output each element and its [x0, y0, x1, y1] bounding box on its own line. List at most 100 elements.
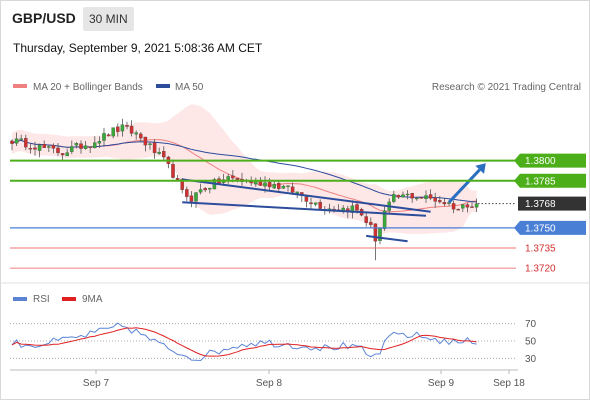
candle — [83, 141, 88, 150]
candle — [465, 203, 470, 213]
candle — [226, 174, 230, 184]
rsi-plot: 70 50 30 — [10, 319, 537, 365]
candle — [148, 141, 152, 150]
candle — [47, 145, 51, 152]
time-tick: Sep 9 — [428, 370, 455, 389]
candle — [433, 192, 437, 208]
candle — [203, 187, 207, 193]
candle — [396, 194, 401, 199]
candle — [102, 127, 106, 147]
candle — [28, 143, 33, 154]
ma9-legend-swatch — [62, 297, 76, 301]
ma20-legend-label: MA 20 + Bollinger Bands — [33, 82, 143, 93]
candle — [134, 130, 138, 140]
level-weak_support: 1.3720 — [10, 264, 556, 275]
candle — [392, 190, 396, 204]
candle — [65, 148, 69, 157]
rsi-gridline: 50 — [10, 337, 537, 348]
candle — [42, 140, 46, 148]
candle — [415, 196, 419, 201]
level-resistance: 1.3800 — [10, 153, 586, 168]
candle — [456, 208, 460, 211]
candle — [125, 121, 129, 130]
candle — [70, 140, 74, 155]
ma9-legend-label: 9MA — [82, 294, 103, 305]
candle — [364, 212, 368, 227]
time-tick-label: Sep 9 — [428, 378, 455, 389]
candle — [97, 136, 102, 148]
trendline — [182, 178, 431, 213]
forecast-arrow — [447, 163, 486, 204]
candle — [88, 146, 92, 153]
candle — [129, 120, 134, 137]
candle — [304, 195, 309, 208]
candle — [405, 190, 410, 200]
time-tick-label: Sep 8 — [256, 378, 283, 389]
candle — [461, 204, 465, 213]
time-tick-label: Sep 7 — [83, 378, 110, 389]
candle — [442, 198, 447, 207]
candle — [318, 199, 322, 210]
level-current: 1.3768 — [478, 196, 586, 211]
rsi-legend-swatch — [13, 297, 27, 301]
candle — [166, 155, 171, 169]
candle — [438, 196, 442, 204]
price-levels: 1.3800 1.3785 1.3768 1.3750 1.3735 1.3720 — [10, 153, 586, 275]
candle — [208, 187, 212, 194]
candle — [309, 197, 313, 209]
level-label: 1.3768 — [525, 199, 556, 210]
candle — [290, 182, 295, 195]
candle — [382, 204, 387, 231]
rsi-line — [11, 322, 477, 362]
candle — [281, 184, 286, 189]
candle — [171, 159, 175, 179]
level-label: 1.3720 — [525, 264, 556, 275]
candle — [33, 141, 37, 156]
candle — [424, 190, 428, 203]
timestamp: Thursday, September 9, 2021 5:08:36 AM C… — [13, 41, 263, 55]
candle — [277, 180, 281, 193]
rsi-ma9-line — [11, 327, 477, 357]
level-resistance: 1.3785 — [10, 173, 586, 188]
chart-header: GBP/USD 30 MIN — [0, 0, 590, 36]
time-tick: Sep 18 — [493, 370, 525, 389]
candle — [143, 136, 148, 152]
candle — [185, 186, 189, 202]
candle — [428, 189, 433, 201]
ma20-legend-swatch — [13, 84, 27, 88]
candle — [373, 223, 378, 261]
candle — [401, 191, 405, 198]
rsi-tick-label: 30 — [525, 354, 537, 365]
rsi-legend-label: RSI — [33, 294, 50, 305]
trendline — [366, 234, 408, 243]
level-label: 1.3750 — [525, 223, 556, 234]
candle — [111, 127, 115, 139]
time-tick-label: Sep 18 — [493, 378, 525, 389]
level-support: 1.3750 — [10, 220, 586, 235]
candle — [74, 142, 79, 149]
candle — [37, 143, 42, 158]
candle — [419, 196, 424, 199]
candle — [152, 139, 157, 159]
candle — [10, 139, 14, 151]
candle — [56, 143, 60, 156]
rsi-gridline: 30 — [10, 354, 537, 365]
ma50-legend-label: MA 50 — [175, 82, 204, 93]
candle — [24, 134, 28, 151]
time-tick: Sep 8 — [256, 370, 283, 389]
candle — [162, 146, 166, 161]
candle — [313, 202, 318, 207]
time-tick: Sep 7 — [83, 370, 110, 389]
candle — [157, 147, 161, 155]
candle — [410, 192, 414, 203]
level-label: 1.3785 — [525, 176, 556, 187]
candle — [470, 202, 474, 208]
candle — [194, 192, 198, 208]
candle — [378, 228, 382, 245]
candle — [14, 132, 19, 146]
candle — [120, 118, 125, 137]
rsi-gridline: 70 — [10, 319, 537, 330]
timeframe-badge[interactable]: 30 MIN — [83, 7, 134, 31]
candle — [93, 136, 97, 149]
